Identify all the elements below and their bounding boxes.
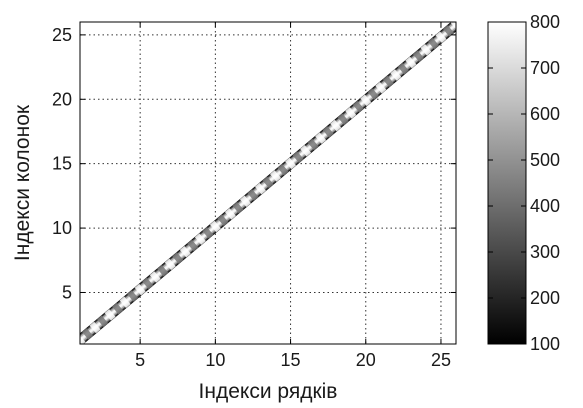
- colorbar-tick-label: 500: [530, 150, 560, 170]
- band-ridge: [179, 246, 191, 258]
- plot-frame: [79, 21, 457, 345]
- band-ridge: [367, 88, 379, 100]
- band-ridge: [82, 328, 94, 340]
- band-ridge: [412, 50, 424, 62]
- band-ridge: [300, 145, 312, 157]
- band-ridge: [442, 25, 454, 37]
- band-ridge: [382, 75, 394, 88]
- band-ridge: [142, 277, 154, 290]
- band-ridge: [209, 220, 221, 233]
- x-tick-label: 25: [431, 350, 451, 370]
- band-ridge: [119, 296, 131, 309]
- colorbar-tick-label: 600: [530, 104, 560, 124]
- band-stripe: [80, 22, 454, 336]
- band-ridge: [254, 182, 266, 195]
- x-axis-label: Індекси рядків: [199, 380, 338, 403]
- band-ridge: [149, 271, 161, 283]
- colorbar-ticks: 100 200 300 400 500 600 700 800: [488, 12, 560, 354]
- band-ridge: [164, 258, 176, 271]
- y-tick-label: 15: [52, 154, 72, 174]
- band-ridge: [172, 252, 184, 264]
- y-tick-label: 10: [52, 218, 72, 238]
- band-ridge: [194, 233, 206, 245]
- x-tick-label: 20: [356, 350, 376, 370]
- y-ticks: 5 10 15 20 25: [52, 25, 456, 302]
- band-ridge: [202, 227, 214, 239]
- band-ridge: [217, 214, 229, 226]
- band-ridge: [97, 315, 109, 327]
- x-ticks: 5 10 15 20 25: [135, 22, 451, 370]
- colorbar-tick-label: 400: [530, 196, 560, 216]
- band-ridge: [352, 100, 364, 113]
- band-ridge: [187, 239, 199, 252]
- y-tick-label: 25: [52, 25, 72, 45]
- band-ridge: [427, 37, 439, 50]
- band-ridge: [127, 290, 139, 302]
- band-ridge: [112, 302, 124, 315]
- y-tick-label: 5: [62, 282, 72, 302]
- band-ridge: [307, 138, 319, 151]
- y-axis-label: Індекси колонок: [11, 104, 34, 261]
- band-ridge: [315, 132, 327, 144]
- x-tick-label: 10: [205, 350, 225, 370]
- colorbar-gradient: [487, 21, 527, 345]
- band-stripe: [80, 29, 456, 344]
- colorbar-tick-label: 300: [530, 242, 560, 262]
- band-ridge: [157, 264, 169, 277]
- band-ridge: [232, 201, 244, 214]
- band-ridge: [239, 195, 251, 208]
- band-ridge: [405, 56, 417, 69]
- band-ridge: [375, 81, 387, 94]
- band-ridge: [397, 62, 409, 75]
- band-ridge: [89, 321, 101, 334]
- x-tick-label: 15: [281, 350, 301, 370]
- band-ridge: [360, 94, 372, 107]
- band-ridge: [104, 309, 116, 321]
- band-ridge: [247, 189, 259, 201]
- x-tick-label: 5: [135, 350, 145, 370]
- band-ridge: [420, 44, 432, 56]
- band-ridge: [134, 283, 146, 296]
- band-ridge: [270, 170, 282, 182]
- band-ridge: [277, 163, 289, 176]
- band-ridge: [80, 334, 86, 344]
- y-tick-label: 20: [52, 89, 72, 109]
- colorbar: 100 200 300 400 500 600 700 800: [487, 12, 560, 354]
- colorbar-tick-label: 700: [530, 58, 560, 78]
- band-ridge: [337, 113, 349, 126]
- heatmap-band: [80, 22, 456, 344]
- colorbar-tick-label: 200: [530, 288, 560, 308]
- plot-area: 5 10 15 20 25 5 10 15 20 25: [52, 21, 457, 370]
- colorbar-tick-label: 100: [530, 334, 560, 354]
- band-ridge: [224, 208, 236, 220]
- band-ridge: [292, 151, 304, 163]
- band-ridge: [330, 119, 342, 132]
- band-ridge: [390, 69, 402, 81]
- band-ridge: [262, 176, 274, 189]
- band-ridge: [285, 157, 297, 170]
- band-ridge: [435, 31, 447, 43]
- band-ridge: [345, 107, 357, 119]
- band-ridge: [322, 126, 334, 138]
- colorbar-tick-label: 800: [530, 12, 560, 32]
